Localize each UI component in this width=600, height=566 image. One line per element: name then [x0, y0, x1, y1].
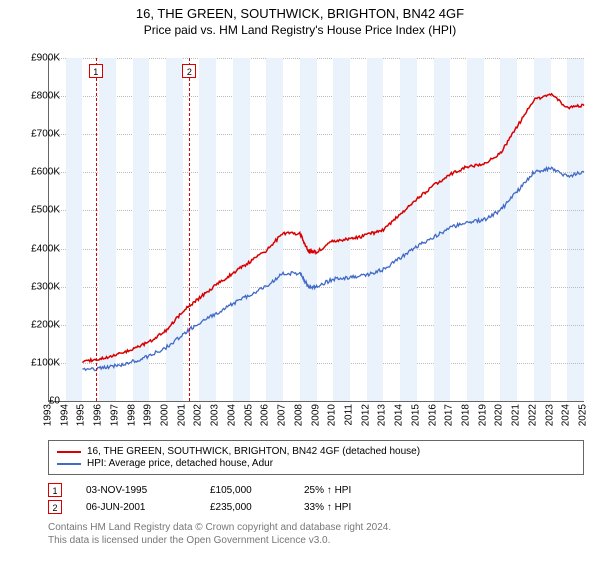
x-tick-label: 1997	[109, 404, 120, 426]
y-tick-label: £900K	[31, 53, 60, 64]
transaction-row: 2 06-JUN-2001 £235,000 33% ↑ HPI	[48, 500, 394, 514]
transaction-pct: 25% ↑ HPI	[304, 485, 394, 496]
x-tick-label: 2018	[460, 404, 471, 426]
x-tick-label: 2006	[260, 404, 271, 426]
x-tick-label: 2011	[343, 404, 354, 426]
x-tick-label: 2023	[544, 404, 555, 426]
footer-line-2: This data is licensed under the Open Gov…	[48, 535, 391, 548]
x-tick-label: 2017	[444, 404, 455, 426]
transaction-marker: 2	[48, 500, 62, 514]
x-tick-label: 1993	[43, 404, 54, 426]
transaction-pct: 33% ↑ HPI	[304, 502, 394, 513]
x-tick-label: 2005	[243, 404, 254, 426]
legend-row: HPI: Average price, detached house, Adur	[57, 458, 575, 469]
series-line	[82, 167, 584, 370]
y-tick-label: £500K	[31, 205, 60, 216]
x-tick-label: 2002	[193, 404, 204, 426]
x-tick-label: 2024	[561, 404, 572, 426]
legend-swatch	[57, 451, 81, 453]
y-tick-label: £100K	[31, 357, 60, 368]
transaction-date: 03-NOV-1995	[86, 485, 186, 496]
x-tick-label: 2022	[527, 404, 538, 426]
marker-box: 2	[182, 64, 196, 78]
x-tick-label: 2007	[277, 404, 288, 426]
footer-line-1: Contains HM Land Registry data © Crown c…	[48, 522, 391, 535]
chart-subtitle: Price paid vs. HM Land Registry's House …	[0, 23, 600, 37]
y-tick-label: £300K	[31, 281, 60, 292]
x-tick-label: 2020	[494, 404, 505, 426]
marker-box: 1	[89, 64, 103, 78]
transaction-date: 06-JUN-2001	[86, 502, 186, 513]
y-tick-label: £400K	[31, 243, 60, 254]
line-series-svg	[49, 58, 584, 401]
plot-area: 12	[48, 58, 584, 402]
chart-container: 16, THE GREEN, SOUTHWICK, BRIGHTON, BN42…	[0, 6, 600, 566]
x-tick-label: 2014	[394, 404, 405, 426]
x-tick-label: 1994	[59, 404, 70, 426]
transaction-marker: 1	[48, 483, 62, 497]
legend-label: HPI: Average price, detached house, Adur	[87, 458, 273, 469]
legend-swatch	[57, 463, 81, 465]
legend-row: 16, THE GREEN, SOUTHWICK, BRIGHTON, BN42…	[57, 446, 575, 457]
marker-vline	[96, 58, 97, 401]
x-tick-label: 2008	[293, 404, 304, 426]
x-tick-label: 2010	[327, 404, 338, 426]
transaction-row: 1 03-NOV-1995 £105,000 25% ↑ HPI	[48, 483, 394, 497]
series-line	[82, 94, 584, 363]
transaction-price: £235,000	[210, 502, 280, 513]
y-tick-label: £800K	[31, 91, 60, 102]
legend-label: 16, THE GREEN, SOUTHWICK, BRIGHTON, BN42…	[87, 446, 420, 457]
x-tick-label: 2013	[377, 404, 388, 426]
x-tick-label: 2001	[176, 404, 187, 426]
chart-title: 16, THE GREEN, SOUTHWICK, BRIGHTON, BN42…	[0, 6, 600, 21]
y-tick-label: £700K	[31, 129, 60, 140]
y-tick-label: £600K	[31, 167, 60, 178]
x-tick-label: 2025	[578, 404, 589, 426]
footer-attribution: Contains HM Land Registry data © Crown c…	[48, 522, 391, 547]
x-tick-label: 2009	[310, 404, 321, 426]
x-tick-label: 2015	[410, 404, 421, 426]
x-tick-label: 2021	[511, 404, 522, 426]
x-tick-label: 2000	[160, 404, 171, 426]
y-tick-label: £200K	[31, 319, 60, 330]
x-tick-label: 1995	[76, 404, 87, 426]
x-tick-label: 2016	[427, 404, 438, 426]
x-tick-label: 2003	[210, 404, 221, 426]
legend-box: 16, THE GREEN, SOUTHWICK, BRIGHTON, BN42…	[48, 440, 584, 475]
x-tick-label: 1998	[126, 404, 137, 426]
transaction-rows: 1 03-NOV-1995 £105,000 25% ↑ HPI 2 06-JUN-200…	[48, 480, 394, 517]
x-tick-label: 2019	[477, 404, 488, 426]
x-tick-label: 2004	[226, 404, 237, 426]
x-tick-label: 1999	[143, 404, 154, 426]
x-tick-label: 2012	[360, 404, 371, 426]
x-tick-label: 1996	[93, 404, 104, 426]
transaction-price: £105,000	[210, 485, 280, 496]
marker-vline	[189, 58, 190, 401]
